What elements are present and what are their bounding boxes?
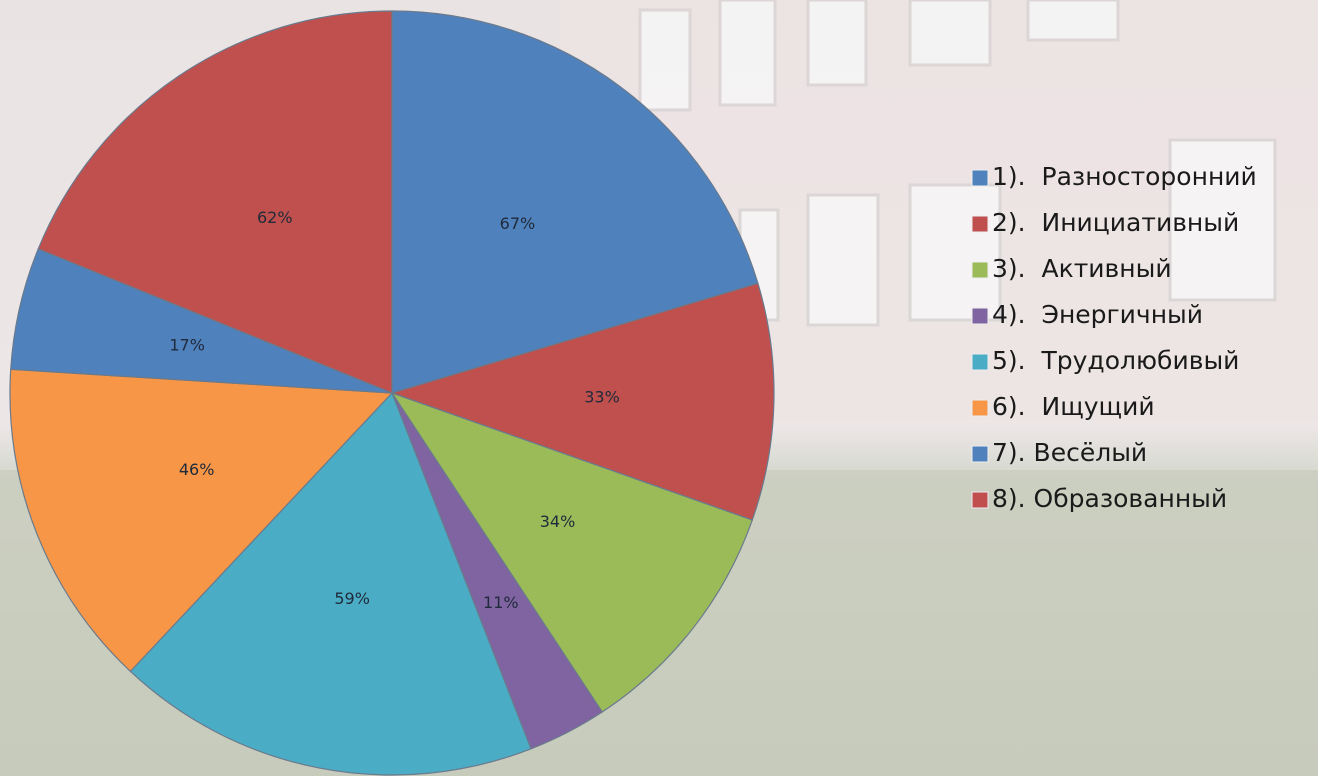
pie-slice: [390, 391, 754, 713]
legend-label: 1). Разносторонний: [992, 162, 1257, 191]
legend-swatch: [971, 491, 989, 509]
legend-swatch: [971, 353, 989, 371]
legend-label: 4). Энергичный: [992, 300, 1203, 329]
windows: [638, 0, 1277, 327]
slice-label: 59%: [334, 589, 370, 608]
legend-swatch: [971, 307, 989, 325]
pie-slice: [391, 10, 759, 394]
pie-slice: [129, 391, 532, 776]
slice-label: 17%: [169, 336, 205, 355]
legend-swatch: [971, 399, 989, 417]
slice-label: 33%: [584, 388, 620, 407]
slice-label: 46%: [179, 460, 215, 479]
legend-label: 2). Инициативный: [992, 208, 1239, 237]
slice-label: 34%: [540, 512, 576, 531]
legend-label: 8). Образованный: [992, 484, 1227, 513]
legend-swatch: [971, 215, 989, 233]
legend-label: 6). Ищущий: [992, 392, 1155, 421]
slice-label: 11%: [483, 593, 519, 612]
legend-swatch: [971, 169, 989, 187]
legend-label: 3). Активный: [992, 254, 1172, 283]
pie-slice: [37, 10, 393, 394]
legend-label: 7). Весёлый: [992, 438, 1147, 467]
legend-swatch: [971, 445, 989, 463]
pie-slice: [9, 368, 394, 673]
pie-slice: [390, 282, 775, 521]
legend-label: 5). Трудолюбивый: [992, 346, 1239, 375]
slice-label: 62%: [257, 208, 293, 227]
slice-label: 67%: [500, 214, 536, 233]
legend-swatch: [971, 261, 989, 279]
